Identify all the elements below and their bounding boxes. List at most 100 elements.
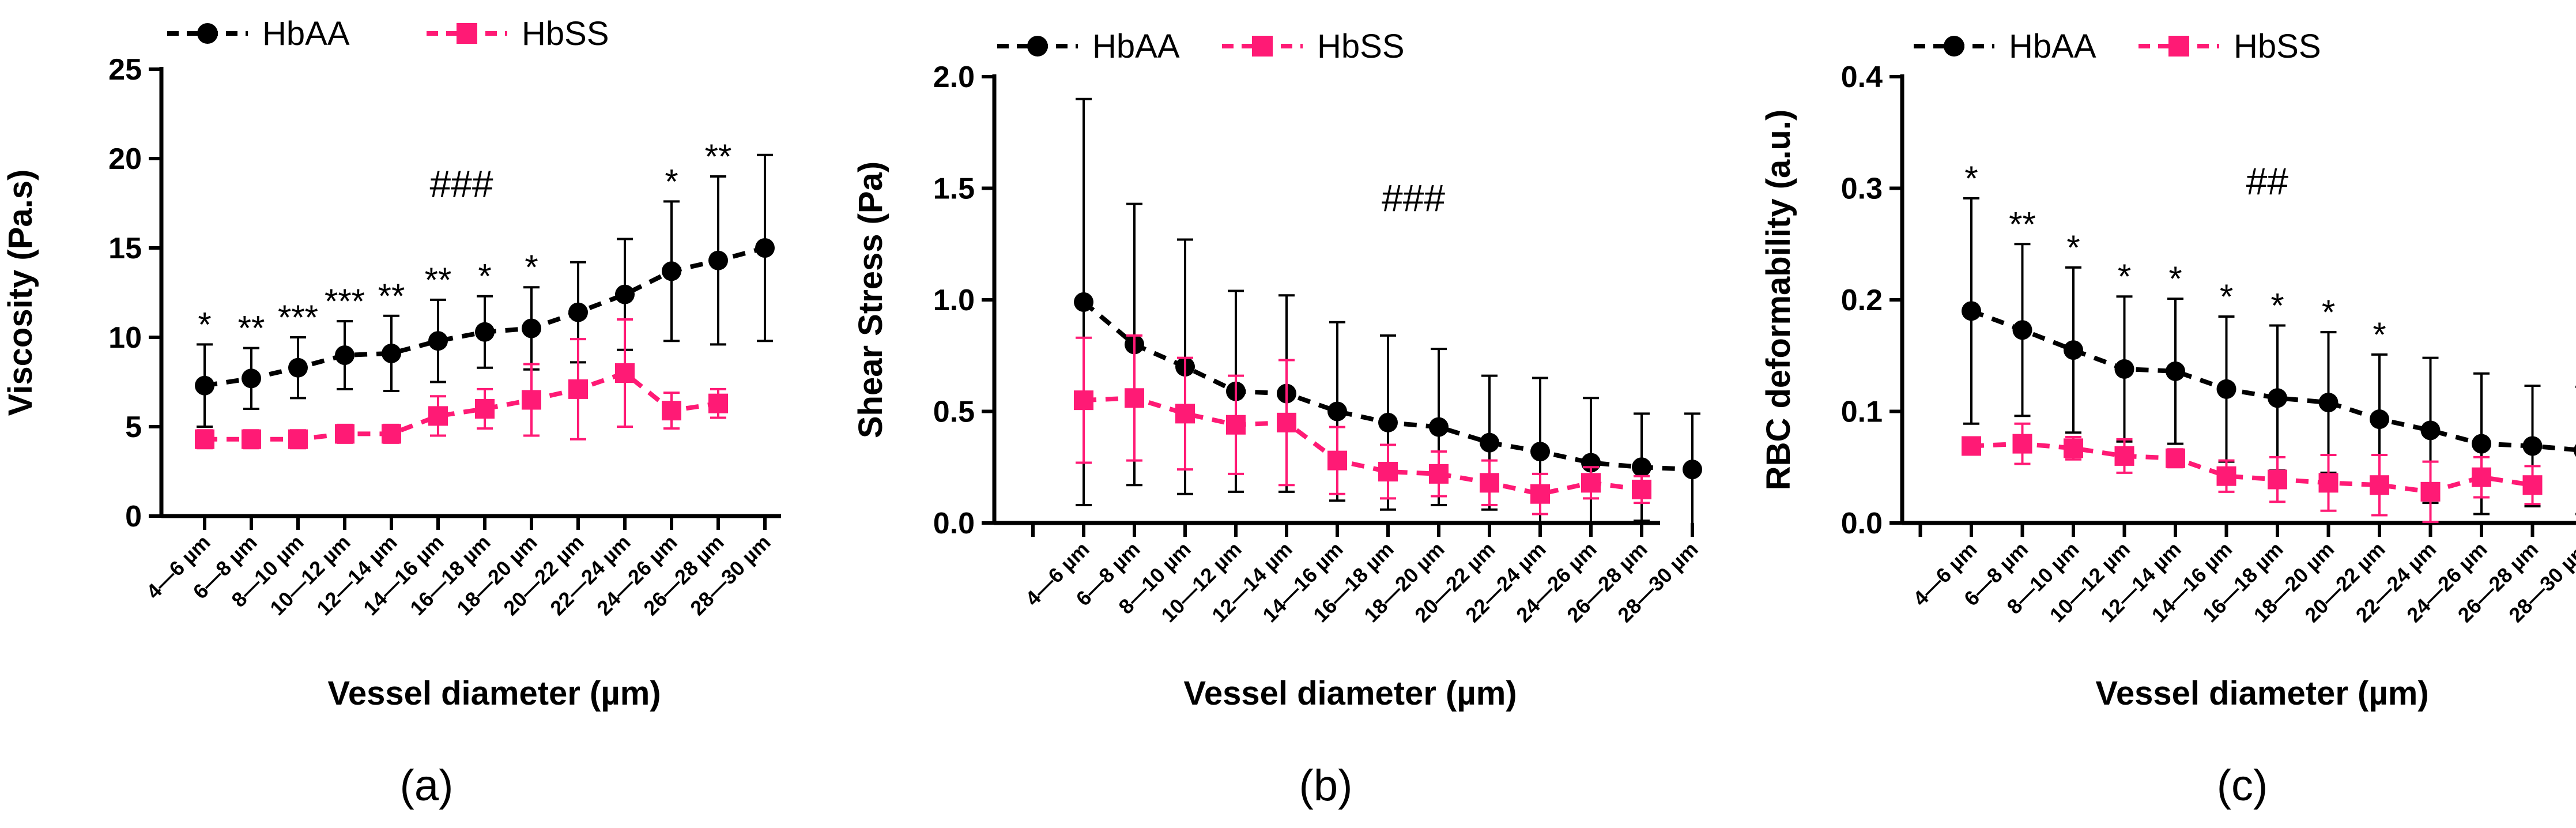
legend: HbAA HbSS [997, 28, 1405, 65]
data-point [475, 322, 495, 342]
data-point [1277, 412, 1296, 432]
data-point [2012, 320, 2032, 340]
data-point [1632, 479, 1651, 499]
data-point [1378, 412, 1398, 432]
data-point [1962, 301, 1981, 321]
data-point [1581, 473, 1601, 493]
y-tick-label: 0.3 [1841, 172, 1883, 206]
y-tick-label: 0.2 [1841, 284, 1883, 317]
data-point [475, 399, 495, 419]
data-point [1480, 432, 1499, 453]
significance-marker: *** [325, 282, 365, 321]
significance-marker: ** [425, 261, 452, 299]
significance-marker: * [2066, 228, 2080, 267]
data-point [335, 345, 354, 365]
legend-marker [457, 23, 477, 44]
y-tick-label: 15 [108, 232, 142, 265]
chart-panel-2: 0.00.51.01.52.04—6 µm6—8 µm8—10 µm10—12 … [852, 28, 1703, 810]
significance-annotation: ### [1382, 176, 1445, 219]
panel-label: (b) [1299, 761, 1353, 810]
significance-marker: ** [2009, 205, 2036, 243]
data-point [615, 284, 635, 304]
data-point [1074, 292, 1093, 312]
legend-marker [2168, 36, 2189, 57]
y-axis-title: RBC deformability (a.u.) [1760, 110, 1797, 491]
y-tick-label: 10 [108, 321, 142, 355]
data-point [755, 238, 775, 258]
series-hbss [195, 318, 728, 450]
data-point [2268, 388, 2287, 408]
data-point [1074, 390, 1093, 411]
data-point [1683, 460, 1702, 480]
x-axis-title: Vessel diameter (µm) [327, 675, 661, 712]
data-point [428, 331, 448, 351]
significance-marker: * [2373, 315, 2386, 354]
data-point [1378, 461, 1398, 481]
significance-annotation: ### [429, 163, 493, 205]
data-point [2216, 379, 2236, 399]
data-point [242, 429, 261, 449]
data-point [1175, 404, 1195, 424]
legend-label: HbSS [1317, 28, 1405, 65]
data-point [522, 318, 541, 338]
data-point [2216, 466, 2236, 486]
panel-label: (a) [400, 761, 454, 810]
significance-marker: * [525, 248, 538, 287]
series-hbaa [195, 153, 775, 428]
data-point [1480, 473, 1499, 493]
significance-marker: ** [705, 137, 732, 176]
y-tick-label: 0.4 [1841, 61, 1883, 94]
data-point [2114, 359, 2134, 379]
data-point [1429, 417, 1449, 437]
significance-marker: * [2118, 257, 2131, 296]
data-point [2114, 446, 2134, 466]
data-point [428, 406, 448, 426]
data-point [2012, 434, 2032, 454]
y-tick-label: 5 [125, 411, 142, 444]
data-point [288, 357, 308, 378]
legend-marker [1944, 36, 1964, 57]
data-point [1530, 484, 1550, 504]
legend-marker [197, 23, 218, 44]
data-point [568, 379, 588, 399]
series-line [1971, 441, 2533, 494]
significance-marker: * [665, 162, 678, 201]
y-tick-label: 1.0 [933, 284, 975, 317]
y-tick-label: 0 [125, 500, 142, 533]
legend-marker [1027, 36, 1048, 57]
legend-label: HbAA [2009, 28, 2096, 65]
data-point [568, 302, 588, 322]
significance-marker: * [2322, 293, 2335, 332]
series-line [1083, 396, 1642, 496]
data-point [2370, 409, 2389, 430]
significance-marker: * [2270, 287, 2284, 325]
significance-marker: ** [238, 309, 265, 348]
data-point [522, 390, 541, 410]
data-point [2268, 469, 2287, 490]
legend: HbAA HbSS [1914, 28, 2321, 65]
data-point [2370, 475, 2389, 495]
data-point [708, 393, 728, 413]
y-axis-title: Viscosity (Pa.s) [2, 170, 39, 416]
legend-label: HbSS [2234, 28, 2321, 65]
y-tick-label: 0.5 [933, 396, 975, 429]
significance-marker: * [1964, 159, 1978, 198]
y-tick-label: 0.1 [1841, 396, 1883, 429]
y-tick-label: 2.0 [933, 61, 975, 94]
data-point [1632, 457, 1651, 477]
data-point [2522, 475, 2543, 495]
data-point [2522, 436, 2543, 456]
data-point [382, 343, 401, 363]
data-point [1429, 464, 1449, 484]
data-point [2318, 473, 2339, 493]
significance-marker: * [478, 257, 491, 296]
y-tick-label: 0.0 [933, 507, 975, 540]
series-hbaa [1962, 197, 2576, 515]
x-axis-title: Vessel diameter (µm) [2095, 675, 2428, 712]
y-tick-label: 1.5 [933, 172, 975, 206]
series-hbss [1962, 422, 2543, 524]
data-point [662, 261, 681, 281]
significance-marker: *** [278, 298, 318, 337]
